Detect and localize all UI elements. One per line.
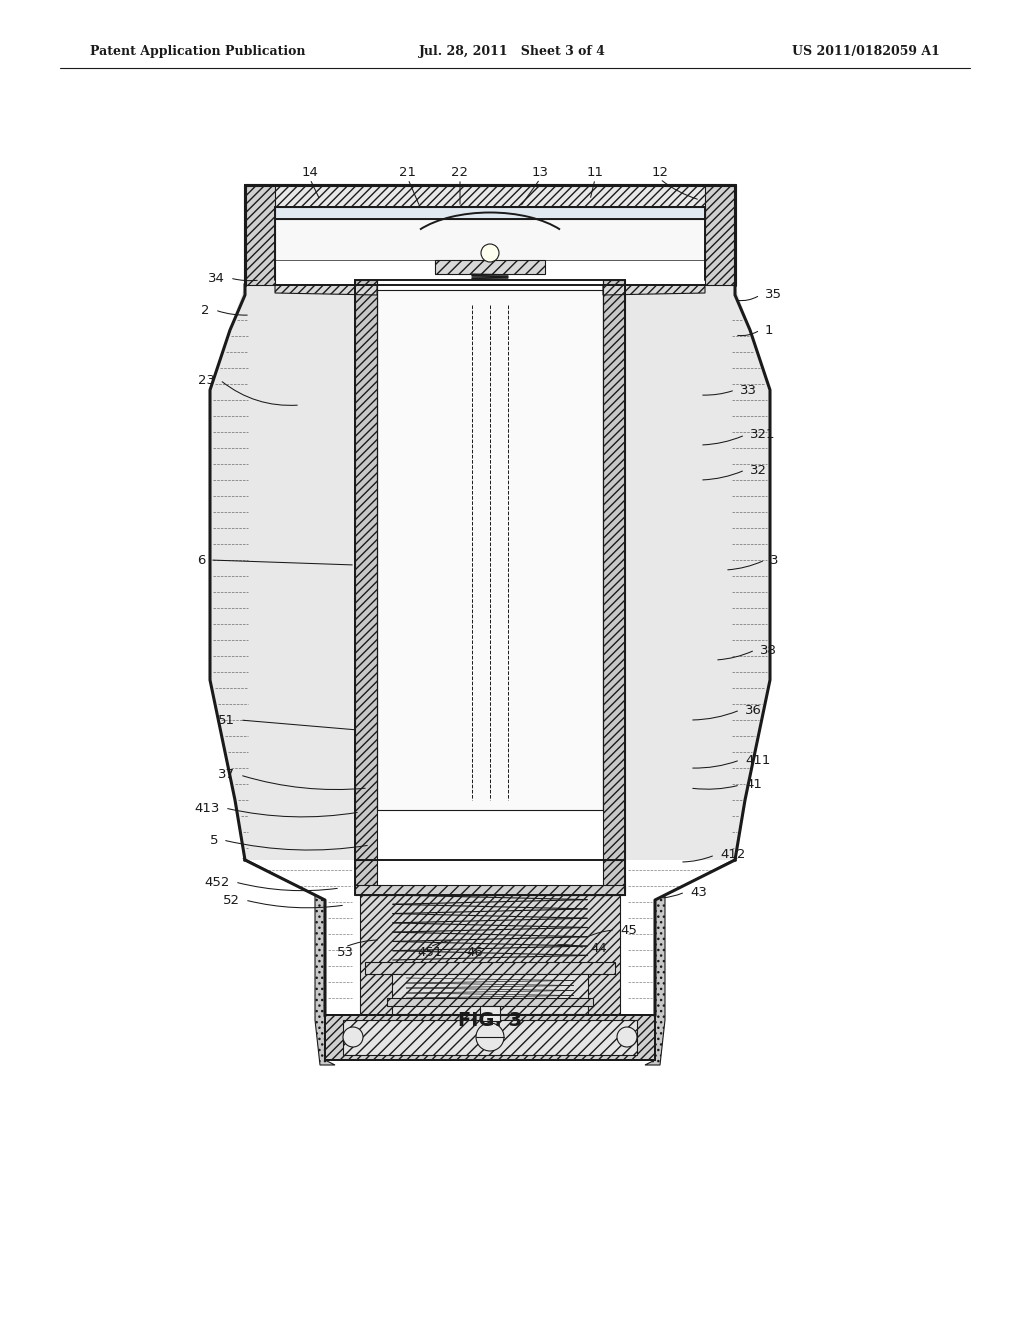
Text: 451: 451 — [418, 946, 442, 960]
Text: 23: 23 — [198, 374, 215, 387]
Text: 452: 452 — [205, 875, 230, 888]
Text: 6: 6 — [197, 553, 205, 566]
Text: 14: 14 — [301, 165, 318, 178]
Bar — [377, 290, 603, 810]
Bar — [387, 998, 593, 1006]
Text: 35: 35 — [765, 289, 782, 301]
Text: 33: 33 — [740, 384, 757, 396]
Text: Patent Application Publication: Patent Application Publication — [90, 45, 305, 58]
Polygon shape — [275, 285, 377, 294]
Text: US 2011/0182059 A1: US 2011/0182059 A1 — [793, 45, 940, 58]
Text: 32: 32 — [750, 463, 767, 477]
Text: 1: 1 — [765, 323, 773, 337]
Bar — [245, 185, 735, 207]
Bar — [435, 260, 545, 275]
Text: 34: 34 — [208, 272, 225, 285]
Polygon shape — [645, 858, 737, 1065]
Text: 44: 44 — [590, 941, 607, 954]
Text: 37: 37 — [218, 768, 234, 781]
Text: 2: 2 — [202, 304, 210, 317]
Text: 45: 45 — [620, 924, 637, 936]
Text: 52: 52 — [223, 894, 240, 907]
Bar — [365, 962, 615, 974]
Bar — [275, 207, 705, 219]
Text: 413: 413 — [195, 801, 220, 814]
Circle shape — [343, 1027, 362, 1047]
Bar — [355, 884, 625, 895]
Bar — [603, 861, 625, 890]
Text: 53: 53 — [337, 946, 353, 960]
Bar — [343, 1020, 637, 1055]
Bar — [392, 974, 588, 1014]
Polygon shape — [603, 285, 705, 294]
Text: 11: 11 — [587, 165, 603, 178]
Text: 5: 5 — [210, 833, 218, 846]
Bar — [245, 185, 275, 285]
Text: 411: 411 — [745, 754, 770, 767]
Polygon shape — [625, 285, 770, 861]
Text: 43: 43 — [690, 886, 707, 899]
Text: FIG. 3: FIG. 3 — [458, 1011, 522, 1030]
Text: 36: 36 — [745, 704, 762, 717]
Text: 46: 46 — [467, 946, 483, 960]
Text: 13: 13 — [531, 165, 549, 178]
Bar — [325, 1015, 655, 1060]
Bar — [360, 895, 620, 1015]
Bar — [603, 280, 625, 861]
Text: 412: 412 — [720, 849, 745, 862]
Circle shape — [617, 1027, 637, 1047]
Text: Jul. 28, 2011   Sheet 3 of 4: Jul. 28, 2011 Sheet 3 of 4 — [419, 45, 605, 58]
Text: 12: 12 — [651, 165, 669, 178]
Bar — [275, 219, 705, 260]
Bar — [355, 280, 377, 861]
Bar — [355, 861, 377, 890]
Text: 38: 38 — [760, 644, 777, 656]
Text: 3: 3 — [770, 553, 778, 566]
Polygon shape — [243, 858, 335, 1065]
Text: 51: 51 — [218, 714, 234, 726]
Circle shape — [476, 1023, 504, 1051]
Text: 22: 22 — [452, 165, 469, 178]
Bar — [705, 185, 735, 285]
Text: 21: 21 — [399, 165, 417, 178]
Bar — [480, 1006, 500, 1020]
Text: 41: 41 — [745, 779, 762, 792]
Polygon shape — [210, 285, 355, 861]
Text: 321: 321 — [750, 429, 775, 441]
Circle shape — [481, 244, 499, 261]
